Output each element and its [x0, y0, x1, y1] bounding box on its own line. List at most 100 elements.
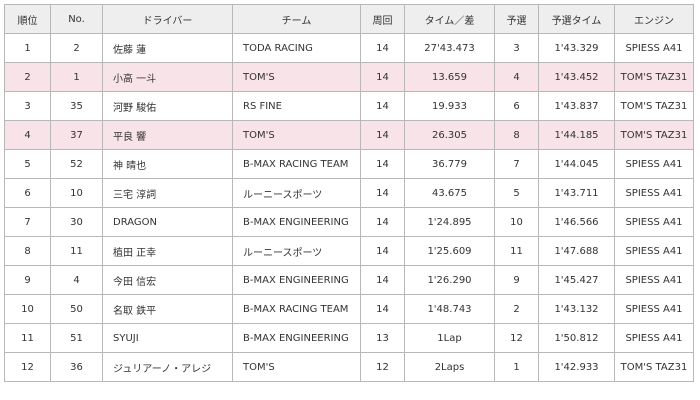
cell-qualifying-time: 1'50.812	[538, 323, 615, 353]
cell-position: 12	[4, 352, 51, 382]
cell-qualifying: 5	[494, 178, 539, 208]
table-row: 5 52 神 晴也 B-MAX RACING TEAM 14 36.779 7 1'44.04…	[4, 149, 694, 179]
cell-car-number: 30	[50, 207, 103, 237]
cell-laps: 14	[360, 236, 405, 266]
cell-position: 3	[4, 91, 51, 121]
cell-qualifying-time: 1'44.045	[538, 149, 615, 179]
cell-laps: 14	[360, 91, 405, 121]
cell-driver: ジュリアーノ・アレジ	[102, 352, 233, 382]
table-row: 3 35 河野 駿佑 RS FINE 14 19.933 6 1'43.837 TOM'S TA…	[4, 91, 694, 121]
cell-team: ルーニースポーツ	[232, 178, 361, 208]
cell-team: B-MAX RACING TEAM	[232, 149, 361, 179]
cell-time-gap: 2Laps	[404, 352, 495, 382]
cell-position: 5	[4, 149, 51, 179]
cell-engine: SPIESS A41	[614, 178, 694, 208]
cell-qualifying: 11	[494, 236, 539, 266]
header-engine: エンジン	[614, 4, 694, 34]
cell-laps: 14	[360, 207, 405, 237]
cell-driver: 名取 鉄平	[102, 294, 233, 324]
table-row: 7 30 DRAGON B-MAX ENGINEERING 14 1'24.895 10 1'…	[4, 207, 694, 237]
cell-team: ルーニースポーツ	[232, 236, 361, 266]
header-row: 順位 No. ドライバー チーム 周回 タイム／差 予選 予選タイム エンジン	[4, 4, 694, 34]
cell-car-number: 52	[50, 149, 103, 179]
cell-car-number: 50	[50, 294, 103, 324]
cell-laps: 14	[360, 120, 405, 150]
cell-team: RS FINE	[232, 91, 361, 121]
table-row: 12 36 ジュリアーノ・アレジ TOM'S 12 2Laps 1 1'42.933 TOM'S…	[4, 352, 694, 382]
cell-driver: 河野 駿佑	[102, 91, 233, 121]
table-row: 4 37 平良 響 TOM'S 14 26.305 8 1'44.185 TOM'S TAZ31	[4, 120, 694, 150]
cell-time-gap: 43.675	[404, 178, 495, 208]
table-row: 9 4 今田 信宏 B-MAX ENGINEERING 14 1'26.290 9 1'45.…	[4, 265, 694, 295]
cell-qualifying-time: 1'42.933	[538, 352, 615, 382]
cell-engine: TOM'S TAZ31	[614, 120, 694, 150]
cell-position: 2	[4, 62, 51, 92]
cell-qualifying: 8	[494, 120, 539, 150]
cell-engine: SPIESS A41	[614, 265, 694, 295]
cell-car-number: 4	[50, 265, 103, 295]
cell-team: B-MAX RACING TEAM	[232, 294, 361, 324]
cell-driver: 小高 一斗	[102, 62, 233, 92]
cell-qualifying: 2	[494, 294, 539, 324]
cell-laps: 14	[360, 178, 405, 208]
cell-driver: 佐藤 蓮	[102, 33, 233, 63]
cell-engine: SPIESS A41	[614, 294, 694, 324]
cell-position: 6	[4, 178, 51, 208]
cell-team: TOM'S	[232, 352, 361, 382]
cell-position: 1	[4, 33, 51, 63]
cell-team: TODA RACING	[232, 33, 361, 63]
table-row: 2 1 小高 一斗 TOM'S 14 13.659 4 1'43.452 TOM'S TAZ31	[4, 62, 694, 92]
table-row: 1 2 佐藤 蓮 TODA RACING 14 27'43.473 3 1'43.329 SPI…	[4, 33, 694, 63]
cell-team: B-MAX ENGINEERING	[232, 207, 361, 237]
cell-position: 7	[4, 207, 51, 237]
results-body: 1 2 佐藤 蓮 TODA RACING 14 27'43.473 3 1'43.329 SPI…	[4, 33, 694, 382]
cell-position: 10	[4, 294, 51, 324]
header-time-gap: タイム／差	[404, 4, 495, 34]
header-position: 順位	[4, 4, 51, 34]
cell-qualifying: 4	[494, 62, 539, 92]
cell-qualifying-time: 1'43.711	[538, 178, 615, 208]
cell-team: B-MAX ENGINEERING	[232, 323, 361, 353]
cell-time-gap: 19.933	[404, 91, 495, 121]
cell-qualifying: 6	[494, 91, 539, 121]
cell-car-number: 36	[50, 352, 103, 382]
cell-engine: TOM'S TAZ31	[614, 91, 694, 121]
cell-qualifying: 12	[494, 323, 539, 353]
cell-driver: SYUJI	[102, 323, 233, 353]
table-row: 11 51 SYUJI B-MAX ENGINEERING 13 1Lap 12 1'50.8…	[4, 323, 694, 353]
cell-team: TOM'S	[232, 62, 361, 92]
cell-time-gap: 1'26.290	[404, 265, 495, 295]
cell-qualifying-time: 1'47.688	[538, 236, 615, 266]
cell-laps: 12	[360, 352, 405, 382]
cell-time-gap: 26.305	[404, 120, 495, 150]
cell-driver: 今田 信宏	[102, 265, 233, 295]
cell-driver: 平良 響	[102, 120, 233, 150]
cell-laps: 14	[360, 294, 405, 324]
cell-qualifying-time: 1'46.566	[538, 207, 615, 237]
race-results-table: 順位 No. ドライバー チーム 周回 タイム／差 予選 予選タイム エンジン …	[4, 4, 694, 382]
cell-car-number: 2	[50, 33, 103, 63]
cell-time-gap: 13.659	[404, 62, 495, 92]
cell-qualifying-time: 1'45.427	[538, 265, 615, 295]
header-driver: ドライバー	[102, 4, 233, 34]
cell-driver: 神 晴也	[102, 149, 233, 179]
cell-driver: 三宅 淳詞	[102, 178, 233, 208]
cell-laps: 14	[360, 62, 405, 92]
cell-laps: 13	[360, 323, 405, 353]
cell-time-gap: 27'43.473	[404, 33, 495, 63]
cell-engine: SPIESS A41	[614, 207, 694, 237]
cell-position: 8	[4, 236, 51, 266]
cell-car-number: 11	[50, 236, 103, 266]
cell-qualifying-time: 1'43.329	[538, 33, 615, 63]
cell-position: 11	[4, 323, 51, 353]
table-row: 6 10 三宅 淳詞 ルーニースポーツ 14 43.675 5 1'43.711 SPIESS …	[4, 178, 694, 208]
cell-car-number: 51	[50, 323, 103, 353]
cell-driver: DRAGON	[102, 207, 233, 237]
cell-laps: 14	[360, 33, 405, 63]
cell-engine: TOM'S TAZ31	[614, 62, 694, 92]
cell-car-number: 1	[50, 62, 103, 92]
cell-engine: SPIESS A41	[614, 33, 694, 63]
table-row: 10 50 名取 鉄平 B-MAX RACING TEAM 14 1'48.743 2 1'4…	[4, 294, 694, 324]
cell-position: 9	[4, 265, 51, 295]
